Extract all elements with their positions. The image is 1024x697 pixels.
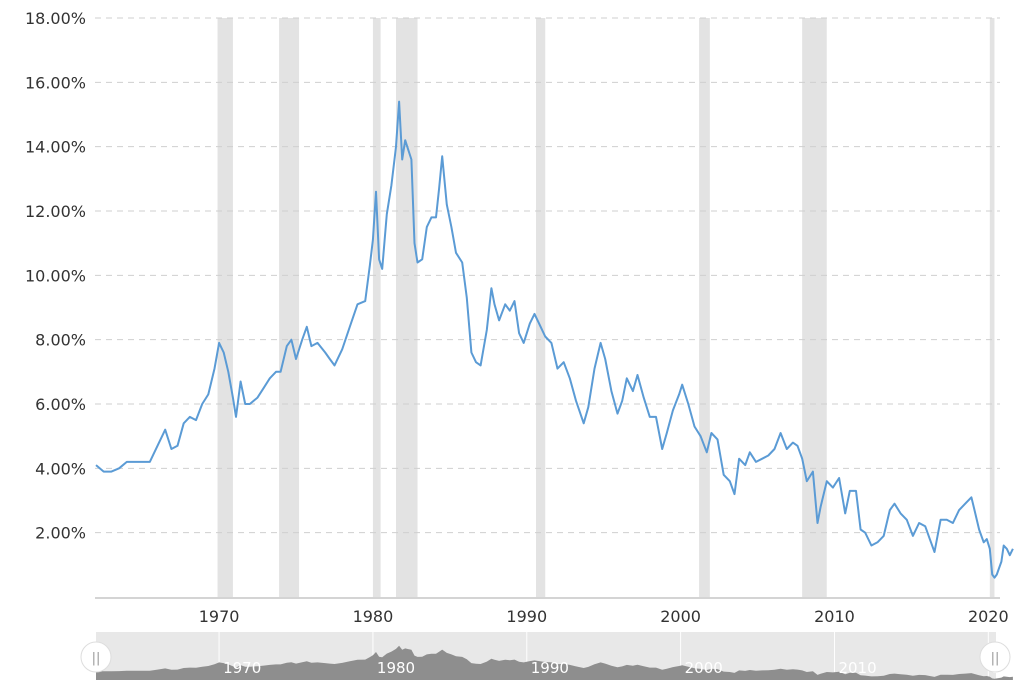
navigator-area xyxy=(96,645,1013,680)
x-tick-label: 2000 xyxy=(660,607,701,626)
y-tick-label: 8.00% xyxy=(35,331,86,350)
recession-band xyxy=(372,18,381,597)
handle-right-glyph: || xyxy=(991,651,1000,666)
y-tick-label: 2.00% xyxy=(35,524,86,543)
x-tick-label: 1990 xyxy=(506,607,547,626)
navigator-label: 1970 xyxy=(223,659,261,677)
navigator-label: 2010 xyxy=(838,659,876,677)
y-tick-label: 14.00% xyxy=(25,138,86,157)
y-tick-label: 4.00% xyxy=(35,459,86,478)
navigator-handle-left[interactable]: || xyxy=(80,641,112,673)
y-tick-label: 6.00% xyxy=(35,395,86,414)
y-tick-label: 16.00% xyxy=(25,73,86,92)
navigator-label: 1990 xyxy=(531,659,569,677)
y-axis-ticks: 18.00% 16.00% 14.00% 12.00% 10.00% 8.00% 6.00%… xyxy=(25,9,86,543)
recession-band xyxy=(699,18,710,597)
x-tick-label: 1970 xyxy=(199,607,240,626)
series-layer xyxy=(95,100,1014,579)
y-tick-label: 10.00% xyxy=(25,266,86,285)
x-tick-label: 2010 xyxy=(814,607,855,626)
navigator-label: 2000 xyxy=(685,659,723,677)
y-tick-label: 12.00% xyxy=(25,202,86,221)
recession-band xyxy=(217,18,233,597)
x-tick-label: 2020 xyxy=(968,607,1009,626)
recession-band xyxy=(802,18,827,597)
recession-bands xyxy=(217,18,995,597)
navigator-handle-right[interactable]: || xyxy=(979,641,1011,673)
y-tick-label: 18.00% xyxy=(25,9,86,28)
x-tick-label: 1980 xyxy=(353,607,394,626)
recession-band xyxy=(989,18,995,597)
recession-band xyxy=(279,18,300,597)
x-axis-ticks: 1970 1980 1990 2000 2010 2020 xyxy=(199,607,1009,626)
handle-left-glyph: || xyxy=(92,651,101,666)
recession-band xyxy=(536,18,546,597)
series-line xyxy=(95,100,1014,579)
navigator-label: 1980 xyxy=(377,659,415,677)
